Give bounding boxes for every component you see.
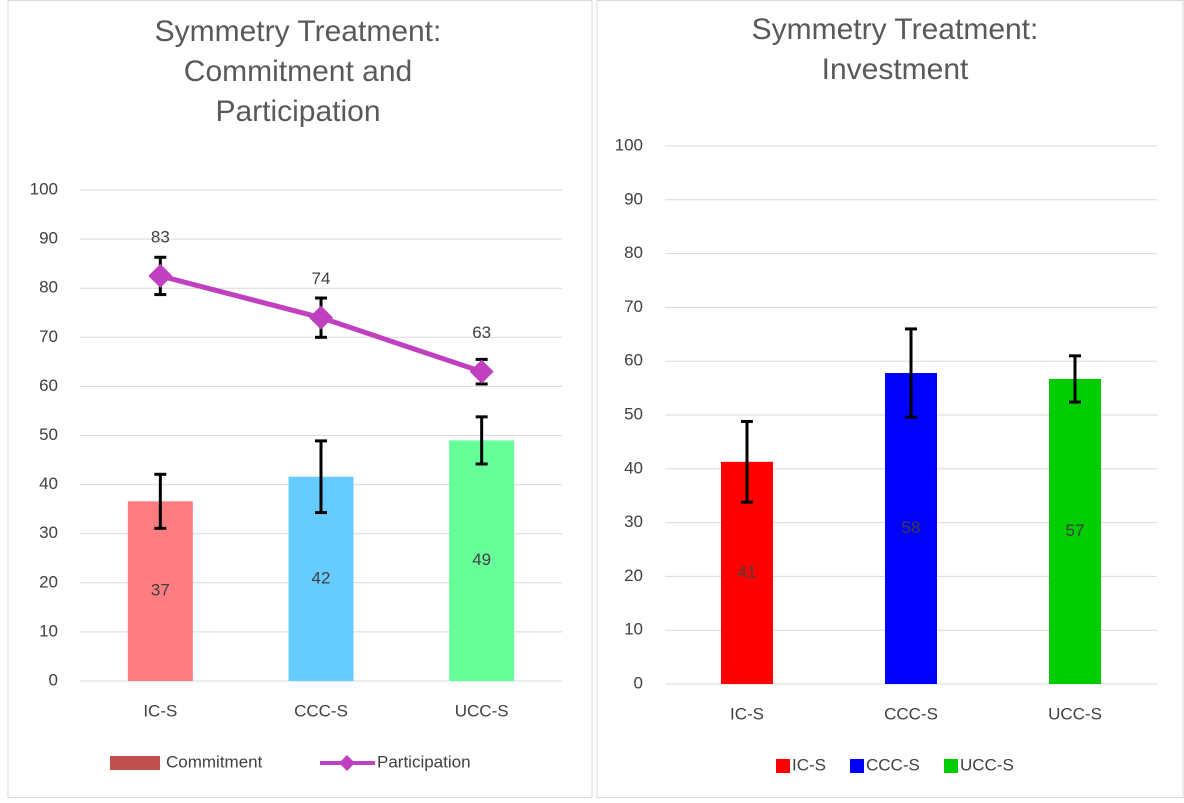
- legend-label: Participation: [377, 752, 471, 771]
- legend-swatch: [339, 755, 355, 771]
- x-tick-label: IC-S: [143, 701, 177, 720]
- y-tick-label: 20: [39, 572, 58, 591]
- title-box: Symmetry Treatment: Investment: [751, 13, 1039, 86]
- legend-label: CCC-S: [866, 755, 920, 774]
- y-tick-label: 90: [624, 189, 643, 208]
- legend-label: IC-S: [792, 755, 826, 774]
- y-tick-label: 10: [624, 620, 643, 639]
- data-label: 42: [312, 568, 331, 587]
- bar: [449, 440, 515, 681]
- bar: [127, 501, 193, 681]
- x-tick-label: UCC-S: [455, 701, 509, 720]
- y-tick-label: 20: [624, 566, 643, 585]
- data-label: 49: [472, 550, 491, 569]
- y-tick-label: 70: [39, 327, 58, 346]
- legend-swatch: [776, 759, 790, 773]
- legend-swatch: [110, 756, 160, 770]
- y-tick-label: 50: [624, 404, 643, 423]
- y-tick-label: 80: [624, 243, 643, 262]
- data-label: 74: [312, 269, 331, 288]
- y-tick-label: 0: [634, 673, 643, 692]
- y-tick-label: 60: [39, 376, 58, 395]
- data-label: 57: [1066, 521, 1085, 540]
- marker: [148, 263, 173, 288]
- y-tick-label: 0: [49, 670, 58, 689]
- y-tick-label: 100: [615, 135, 643, 154]
- marker: [469, 359, 494, 384]
- bar: [885, 373, 937, 684]
- y-tick-label: 30: [624, 512, 643, 531]
- y-tick-label: 30: [39, 523, 58, 542]
- x-tick-label: UCC-S: [1048, 704, 1102, 723]
- data-label: 63: [472, 323, 491, 342]
- title-box: Symmetry Treatment: Commitment and Parti…: [154, 15, 442, 128]
- y-tick-label: 10: [39, 621, 58, 640]
- y-tick-label: 40: [39, 474, 58, 493]
- x-tick-label: CCC-S: [294, 701, 348, 720]
- legend-label: UCC-S: [960, 755, 1014, 774]
- y-tick-label: 60: [624, 351, 643, 370]
- data-label: 41: [738, 562, 757, 581]
- marker: [309, 305, 333, 330]
- y-tick-label: 70: [624, 297, 643, 316]
- legend-swatch: [944, 759, 958, 773]
- y-tick-label: 80: [39, 278, 58, 297]
- data-label: 83: [151, 227, 170, 246]
- x-tick-label: IC-S: [730, 704, 764, 723]
- x-tick-label: CCC-S: [884, 704, 938, 723]
- y-tick-label: 90: [39, 229, 58, 248]
- y-tick-label: 50: [39, 425, 58, 444]
- data-label: 37: [151, 581, 170, 600]
- y-tick-label: 100: [30, 179, 58, 198]
- chart-title: Symmetry Treatment: Commitment and Parti…: [154, 15, 442, 128]
- bar: [1049, 378, 1101, 684]
- y-tick-label: 40: [624, 458, 643, 477]
- legend-label: Commitment: [166, 752, 263, 771]
- data-label: 58: [902, 518, 921, 537]
- legend-swatch: [850, 759, 864, 773]
- chart-title: Symmetry Treatment: Investment: [751, 13, 1039, 86]
